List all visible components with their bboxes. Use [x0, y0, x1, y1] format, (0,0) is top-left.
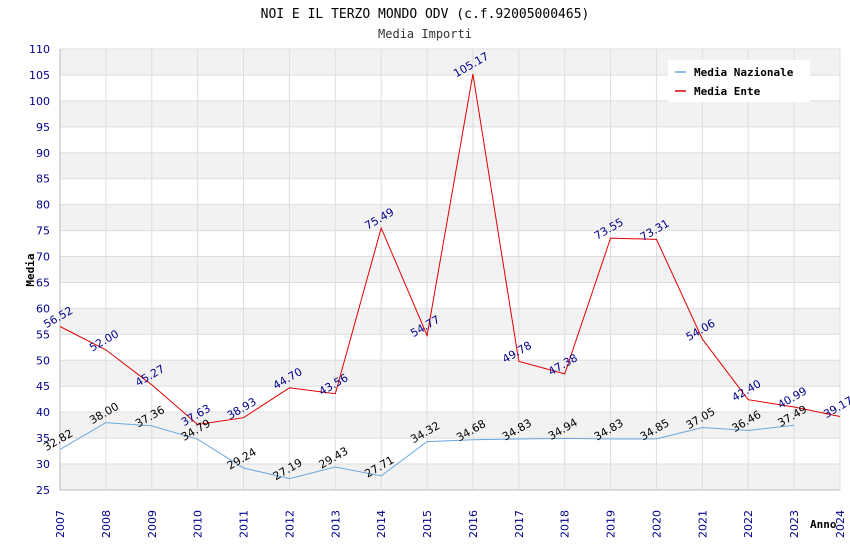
y-tick-label: 70 — [36, 251, 50, 264]
y-tick-label: 40 — [36, 406, 50, 419]
y-tick-label: 30 — [36, 458, 50, 471]
y-tick-label: 55 — [36, 328, 50, 341]
data-label: 32.82 — [41, 427, 75, 454]
y-tick-label: 75 — [36, 225, 50, 238]
grid-band — [60, 204, 840, 231]
grid-band — [60, 412, 840, 439]
y-axis-label: Media — [24, 253, 37, 286]
y-tick-label: 85 — [36, 173, 50, 186]
grid-band — [60, 360, 840, 387]
y-tick-label: 35 — [36, 432, 50, 445]
grid-band — [60, 100, 840, 127]
x-tick-label: 2023 — [788, 510, 801, 538]
y-tick-label: 105 — [29, 69, 50, 82]
x-tick-label: 2020 — [650, 510, 663, 538]
legend-label: Media Ente — [694, 85, 761, 98]
y-tick-label: 110 — [29, 43, 50, 56]
grid-band — [60, 464, 840, 490]
x-tick-label: 2010 — [192, 510, 205, 538]
series-lines — [59, 74, 841, 480]
y-tick-label: 45 — [36, 380, 50, 393]
x-tick-label: 2021 — [696, 510, 709, 538]
legend-label: Media Nazionale — [694, 66, 794, 79]
legend: Media Nazionale Media Ente — [668, 60, 810, 102]
legend-box — [668, 60, 810, 102]
series-line-ente — [59, 74, 841, 426]
x-tick-label: 2012 — [283, 510, 296, 538]
y-axis-ticks: 25 30 35 40 45 50 55 60 65 70 75 80 85 90 95 100 105 110 — [29, 43, 50, 497]
y-tick-label: 100 — [29, 95, 50, 108]
x-tick-label: 2013 — [329, 510, 342, 538]
x-tick-label: 2008 — [100, 510, 113, 538]
chart-subtitle: Media Importi — [378, 27, 472, 41]
chart-title: NOI E IL TERZO MONDO ODV (c.f.9200500046… — [261, 7, 590, 22]
y-tick-label: 25 — [36, 484, 50, 497]
x-tick-label: 2011 — [238, 510, 251, 538]
y-tick-label: 50 — [36, 354, 50, 367]
x-tick-label: 2016 — [467, 510, 480, 538]
grid-band — [60, 152, 840, 179]
x-tick-label: 2017 — [513, 510, 526, 538]
grid-band — [60, 256, 840, 283]
x-tick-label: 2018 — [559, 510, 572, 538]
grid-bands — [60, 49, 840, 490]
x-tick-label: 2022 — [742, 510, 755, 538]
y-tick-label: 60 — [36, 302, 50, 315]
y-tick-label: 95 — [36, 121, 50, 134]
x-tick-label: 2024 — [834, 510, 847, 538]
x-tick-label: 2019 — [605, 510, 618, 538]
series-line-nazionale — [59, 422, 795, 480]
x-axis-ticks: 2007 2008 2009 2010 2011 2012 2013 2014 2015 2016… — [54, 510, 847, 538]
x-tick-label: 2015 — [421, 510, 434, 538]
y-tick-label: 80 — [36, 199, 50, 212]
x-tick-label: 2014 — [375, 510, 388, 538]
x-axis-label: Anno — [810, 518, 837, 531]
grid-band — [60, 308, 840, 335]
x-tick-label: 2009 — [146, 510, 159, 538]
y-tick-label: 65 — [36, 276, 50, 289]
y-tick-label: 90 — [36, 147, 50, 160]
x-tick-label: 2007 — [54, 510, 67, 538]
